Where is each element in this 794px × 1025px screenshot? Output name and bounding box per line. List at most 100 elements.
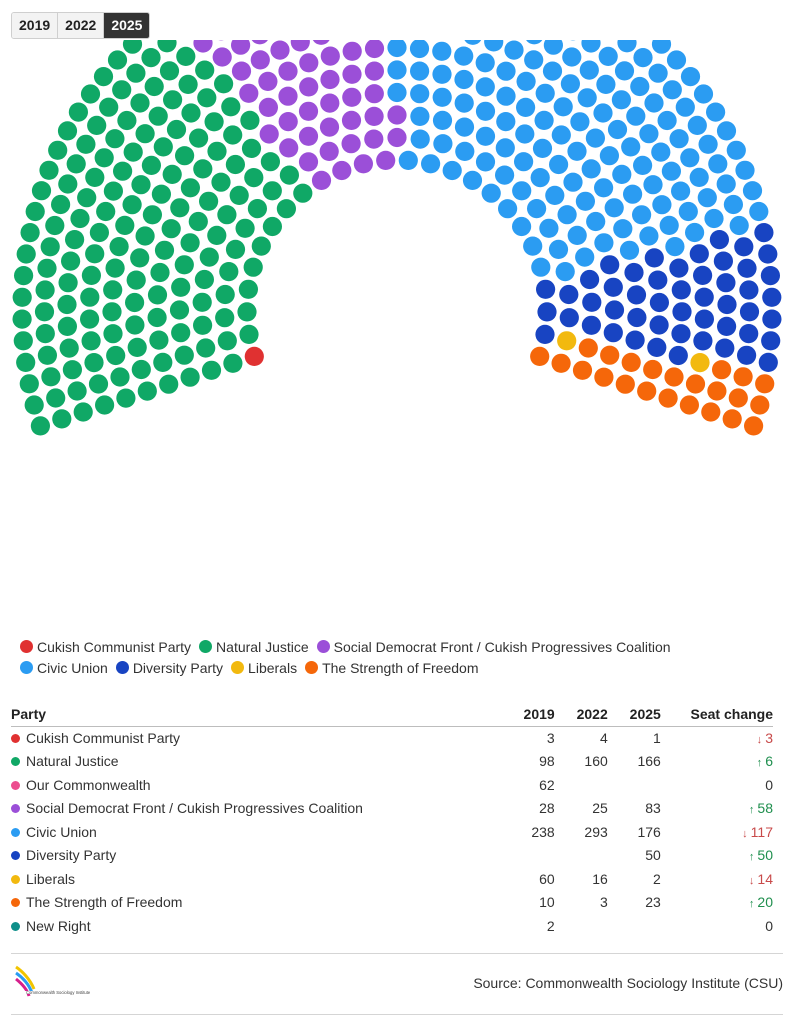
seat-change-value: 0 [765, 776, 773, 793]
seat-dot [180, 178, 200, 198]
seat-dot [231, 61, 252, 81]
seat-dot [319, 117, 340, 137]
party-color-dot [11, 757, 20, 767]
party-name: New Right [26, 917, 91, 934]
seat-change-cell: 0 [661, 914, 773, 938]
seat-dot [617, 40, 637, 53]
seat-dot [410, 106, 430, 126]
seat-dot [239, 83, 259, 103]
year-tab-2025[interactable]: 2025 [104, 13, 150, 38]
seat-dot [526, 40, 543, 45]
seat-dot [193, 40, 213, 53]
legend-item: Civic Union [20, 660, 108, 676]
seat-dot [126, 63, 146, 83]
seat-dot [454, 93, 474, 113]
seat-dot [582, 292, 602, 312]
seat-dot [341, 110, 362, 130]
seat-dot [12, 287, 32, 307]
seat-dot [25, 201, 45, 222]
seat-dot [166, 119, 187, 140]
seat-dot [135, 226, 155, 246]
seat-dot [34, 302, 55, 322]
header-2025: 2025 [607, 702, 661, 727]
seat-dot [193, 159, 213, 179]
seat-dot [127, 337, 147, 357]
table-header-row: Party 2019 2022 2025 Seat change [11, 702, 773, 727]
seat-dot [41, 367, 61, 387]
seat-dot [125, 315, 145, 335]
seat-dot [596, 74, 616, 94]
seat-dot [661, 161, 682, 181]
seat-dot [585, 128, 606, 148]
seat-dot [761, 331, 781, 351]
seat-dot [639, 226, 659, 246]
seat-dot [707, 381, 727, 401]
year-tab-2022[interactable]: 2022 [58, 13, 105, 38]
seat-dot [672, 302, 692, 322]
seat-change-cell: ↓ 3 [661, 726, 773, 750]
year-tab-2019[interactable]: 2019 [12, 13, 59, 38]
seat-dot [110, 367, 130, 387]
footer-divider [11, 953, 783, 954]
seat-dot [117, 110, 137, 131]
seat-dot [496, 86, 516, 106]
seat-dot [195, 60, 215, 80]
seat-dot [706, 102, 726, 122]
seat-dot [649, 315, 669, 335]
seat-dot [99, 97, 119, 117]
seat-dot [157, 40, 177, 53]
party-color-dot [11, 827, 20, 837]
seat-dot [353, 154, 373, 174]
seat-change-value: 3 [765, 730, 773, 746]
seat-dot [103, 324, 123, 344]
seat-dot [199, 247, 219, 267]
seat-dot [387, 40, 407, 58]
seats-2025-cell: 83 [645, 800, 661, 817]
seat-dot [243, 257, 263, 277]
seat-dot [223, 353, 243, 373]
seat-dot [530, 346, 550, 366]
seat-dot [37, 345, 58, 365]
seat-dot [600, 255, 620, 275]
seat-dot [665, 237, 685, 257]
seat-dot [122, 195, 142, 215]
seat-dot [496, 112, 516, 132]
seat-dot [68, 102, 88, 122]
table-row: New Right 2 0 [11, 914, 773, 938]
seat-dot [669, 258, 689, 278]
seat-dot [176, 46, 196, 66]
footer-bottom-divider [11, 1014, 783, 1015]
seat-dot [58, 174, 78, 194]
table-row: Our Commonwealth 62 0 [11, 773, 773, 797]
seat-dot [341, 134, 361, 154]
legend-item: The Strength of Freedom [305, 660, 479, 676]
table-row: Diversity Party 50 ↑ 50 [11, 844, 773, 868]
legend-swatch [20, 640, 33, 653]
seat-dot [498, 199, 518, 219]
seat-dot [409, 40, 430, 59]
party-cell: Cukish Communist Party [11, 726, 502, 750]
seat-dot [593, 103, 613, 123]
seat-dot [603, 323, 623, 343]
seat-dot [716, 121, 737, 141]
seat-dot [475, 126, 496, 146]
seat-dot [633, 48, 653, 68]
seats-2019-cell: 60 [539, 870, 555, 887]
seat-dot [726, 140, 746, 160]
seat-dot [12, 309, 32, 329]
seat-dot [680, 67, 701, 87]
seats-2019-cell: 98 [539, 753, 555, 770]
seat-dot [621, 352, 641, 372]
seat-dot [66, 154, 86, 174]
seats-2019-cell: 62 [539, 776, 555, 793]
seat-dot [524, 50, 544, 70]
seat-dot [432, 110, 453, 130]
seat-dot [607, 119, 628, 140]
seat-dot [219, 262, 239, 282]
seat-dot [95, 395, 115, 415]
arrow-up-icon: ↑ [748, 851, 758, 864]
seat-dot [13, 331, 33, 351]
seat-dot [693, 265, 713, 285]
seat-dot [562, 47, 582, 67]
seat-dot [712, 360, 732, 380]
